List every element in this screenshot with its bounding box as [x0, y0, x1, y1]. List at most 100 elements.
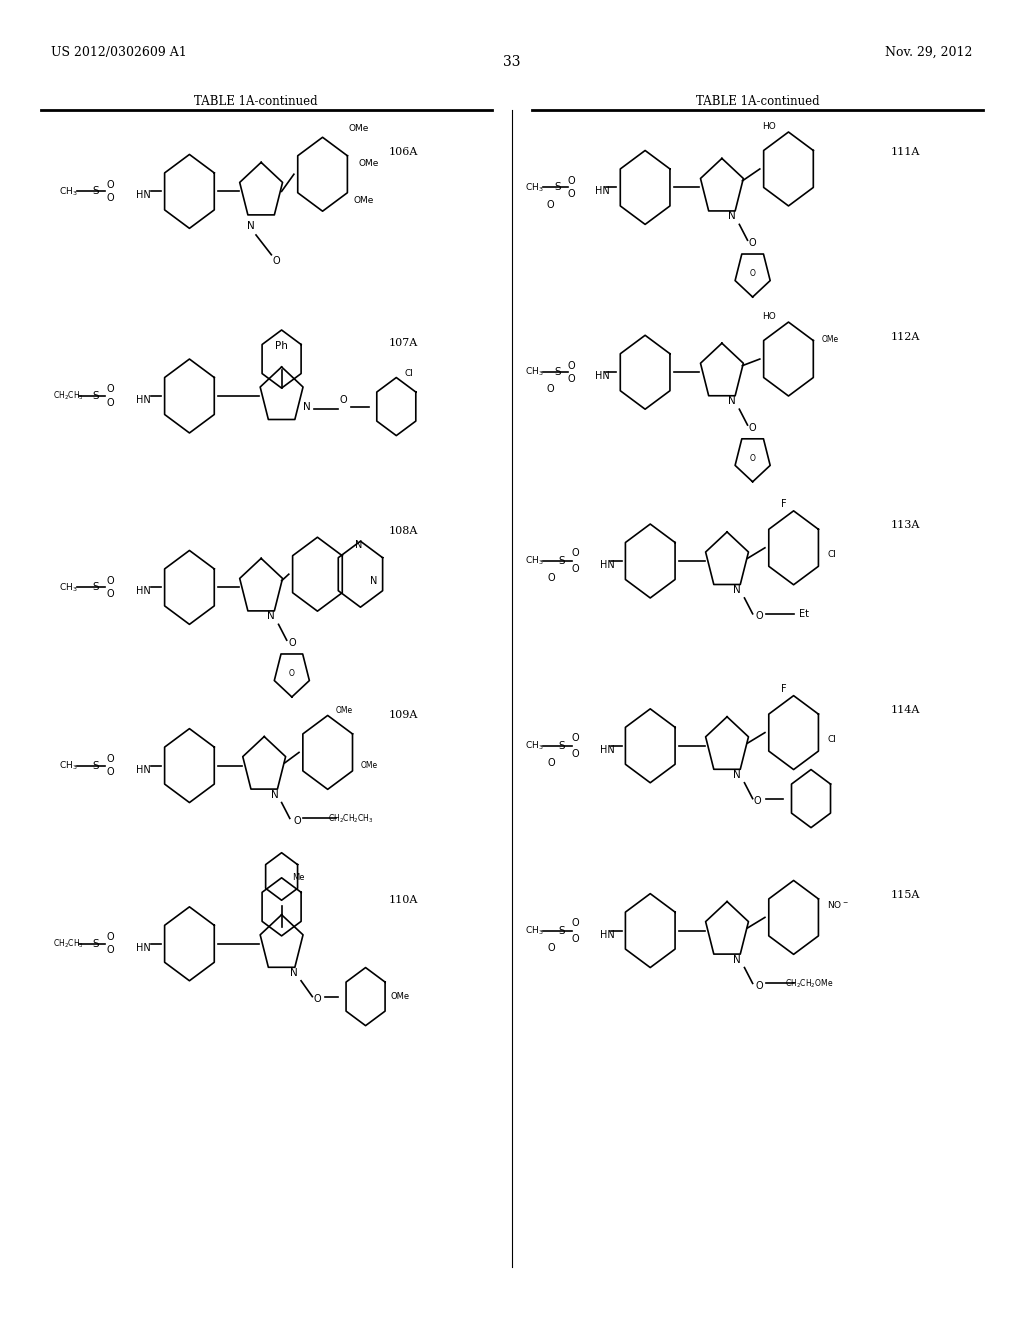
- Text: OMe: OMe: [821, 335, 839, 343]
- Text: O: O: [750, 454, 756, 462]
- Text: S: S: [555, 182, 561, 193]
- Text: CH$_3$: CH$_3$: [525, 739, 544, 752]
- Text: S: S: [559, 556, 565, 566]
- Text: CH$_3$: CH$_3$: [59, 185, 78, 198]
- Text: Cl: Cl: [827, 735, 837, 743]
- Text: F: F: [780, 499, 786, 510]
- Text: OMe: OMe: [390, 993, 410, 1001]
- Text: O: O: [571, 733, 580, 743]
- Text: HN: HN: [600, 560, 614, 570]
- Text: O: O: [567, 176, 575, 186]
- Text: Nov. 29, 2012: Nov. 29, 2012: [886, 46, 973, 59]
- Text: HN: HN: [136, 586, 151, 597]
- Text: HN: HN: [136, 942, 151, 953]
- Text: O: O: [293, 816, 301, 826]
- Text: O: O: [567, 374, 575, 384]
- Text: O: O: [571, 748, 580, 759]
- Text: 109A: 109A: [389, 710, 419, 721]
- Text: O: O: [289, 669, 295, 677]
- Text: OMe: OMe: [360, 762, 378, 770]
- Text: 111A: 111A: [891, 147, 921, 157]
- Text: O: O: [106, 589, 115, 599]
- Text: O: O: [106, 193, 115, 203]
- Text: 114A: 114A: [891, 705, 921, 715]
- Text: O: O: [106, 384, 115, 395]
- Text: N: N: [733, 585, 741, 595]
- Text: S: S: [92, 391, 98, 401]
- Text: NO$^-$: NO$^-$: [827, 899, 849, 909]
- Text: N: N: [290, 968, 298, 978]
- Text: O: O: [756, 981, 764, 991]
- Text: N: N: [354, 540, 362, 550]
- Text: CH$_3$: CH$_3$: [525, 181, 544, 194]
- Text: O: O: [106, 397, 115, 408]
- Text: O: O: [750, 269, 756, 277]
- Text: 110A: 110A: [389, 895, 419, 906]
- Text: O: O: [106, 754, 115, 764]
- Text: O: O: [567, 189, 575, 199]
- Text: F: F: [780, 684, 786, 694]
- Text: O: O: [106, 767, 115, 777]
- Text: N: N: [733, 954, 741, 965]
- Text: O: O: [547, 758, 555, 768]
- Text: HO: HO: [763, 313, 776, 321]
- Text: O: O: [571, 548, 580, 558]
- Text: OMe: OMe: [348, 124, 369, 132]
- Text: CH$_3$: CH$_3$: [525, 924, 544, 937]
- Text: O: O: [756, 611, 764, 622]
- Text: O: O: [106, 945, 115, 956]
- Text: N: N: [303, 401, 311, 412]
- Text: S: S: [555, 367, 561, 378]
- Text: O: O: [546, 199, 554, 210]
- Text: HN: HN: [136, 395, 151, 405]
- Text: 33: 33: [503, 55, 521, 70]
- Text: S: S: [92, 582, 98, 593]
- Text: US 2012/0302609 A1: US 2012/0302609 A1: [51, 46, 187, 59]
- Text: 112A: 112A: [891, 331, 921, 342]
- Text: O: O: [106, 932, 115, 942]
- Text: HN: HN: [595, 371, 609, 381]
- Text: CH$_3$: CH$_3$: [525, 366, 544, 379]
- Text: O: O: [272, 256, 281, 267]
- Text: S: S: [559, 925, 565, 936]
- Text: O: O: [567, 360, 575, 371]
- Text: CH$_3$: CH$_3$: [59, 759, 78, 772]
- Text: S: S: [92, 186, 98, 197]
- Text: Ph: Ph: [275, 341, 288, 351]
- Text: HN: HN: [136, 764, 151, 775]
- Text: O: O: [571, 933, 580, 944]
- Text: OMe: OMe: [353, 197, 374, 205]
- Text: Et: Et: [799, 609, 809, 619]
- Text: O: O: [547, 573, 555, 583]
- Text: CH$_3$: CH$_3$: [59, 581, 78, 594]
- Text: 115A: 115A: [891, 890, 921, 900]
- Text: Me: Me: [292, 874, 304, 882]
- Text: HN: HN: [136, 190, 151, 201]
- Text: HN: HN: [600, 744, 614, 755]
- Text: Cl: Cl: [404, 370, 413, 378]
- Text: O: O: [547, 942, 555, 953]
- Text: O: O: [546, 384, 554, 395]
- Text: TABLE 1A-continued: TABLE 1A-continued: [195, 95, 317, 108]
- Text: O: O: [571, 917, 580, 928]
- Text: 113A: 113A: [891, 520, 921, 531]
- Text: O: O: [749, 238, 757, 248]
- Text: CH$_2$CH$_3$: CH$_2$CH$_3$: [53, 389, 84, 403]
- Text: HN: HN: [595, 186, 609, 197]
- Text: 108A: 108A: [389, 525, 419, 536]
- Text: O: O: [571, 564, 580, 574]
- Text: N: N: [728, 211, 736, 222]
- Text: O: O: [313, 994, 322, 1005]
- Text: N: N: [247, 220, 255, 231]
- Text: TABLE 1A-continued: TABLE 1A-continued: [696, 95, 819, 108]
- Text: O: O: [106, 180, 115, 190]
- Text: OMe: OMe: [336, 706, 353, 714]
- Text: CH$_2$CH$_3$: CH$_2$CH$_3$: [53, 937, 84, 950]
- Text: N: N: [733, 770, 741, 780]
- Text: N: N: [370, 576, 378, 586]
- Text: O: O: [288, 638, 296, 648]
- Text: O: O: [749, 422, 757, 433]
- Text: N: N: [270, 789, 279, 800]
- Text: 107A: 107A: [389, 338, 419, 348]
- Text: O: O: [754, 796, 762, 807]
